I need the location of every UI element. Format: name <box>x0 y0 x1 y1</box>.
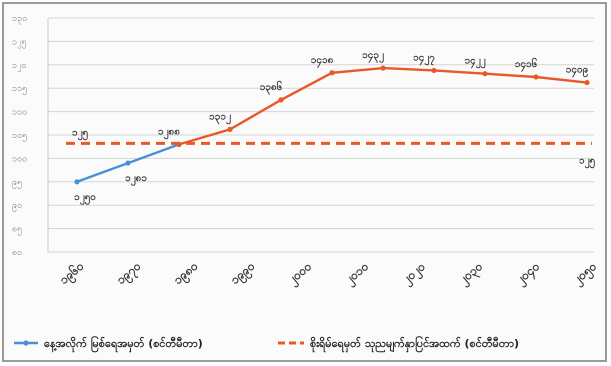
y-tick-label: ၈၀ <box>12 248 22 258</box>
x-tick-label: ၂၀၂၀ <box>398 259 430 290</box>
y-tick-label: ၁၁၅ <box>12 84 27 95</box>
x-tick-label: ၂၀၃၀ <box>455 259 488 290</box>
data-label: ၁၃၈၆ <box>260 80 283 96</box>
data-label: ၁၂၈၁ <box>125 173 147 187</box>
data-point <box>482 71 488 77</box>
data-point <box>380 65 386 71</box>
x-tick-label: ၂၀၁၀ <box>341 259 374 290</box>
x-tick-label: ၁၉၉၀ <box>228 259 260 290</box>
series-line-2 <box>178 66 588 146</box>
y-tick-label: ၁၁၀ <box>12 108 27 118</box>
data-point <box>329 70 335 76</box>
data-label: ၁၄၁၈ <box>311 55 334 69</box>
x-tick-label: ၂၀၄၀ <box>512 259 545 290</box>
reference-label-right: ၁၂၅ <box>579 155 595 169</box>
x-tick-label: ၂၀၅၀ <box>569 259 602 290</box>
x-tick-label: ၁၉၆၀ <box>55 257 89 290</box>
data-label: ၁၄၃၂ <box>362 50 384 64</box>
data-label: ၁၂၈၈ <box>158 126 180 140</box>
y-tick-label: ၈၅ <box>12 225 22 236</box>
data-label: ၁၄၂၂ <box>464 56 485 70</box>
y-tick-label: ၉၅ <box>12 178 22 189</box>
y-tick-label: ၁၂၅ <box>12 37 27 48</box>
legend-swatch-marker <box>23 340 29 346</box>
data-point <box>125 160 131 166</box>
x-tick-label: ၁၉၈၀ <box>171 259 204 290</box>
x-tick-label: ၂၀၀၀ <box>284 259 317 290</box>
data-point <box>176 141 182 147</box>
y-tick-label: ၁၃၀ <box>12 14 27 25</box>
reference-label-left: ၁၂၅ <box>72 127 88 141</box>
y-tick-label: ၁၂၀ <box>12 61 27 72</box>
y-tick-label: ၁၀၅ <box>12 131 27 142</box>
data-label: ၁၃၁၂ <box>209 111 231 125</box>
data-label: ၁၄၂၇ <box>413 52 435 66</box>
y-tick-label: ၉၀ <box>12 201 22 212</box>
chart-frame: ၁၃၀ ၁၂၅ ၁၂၀ ၁၁၅ ၁၁၀ ၁၀၅ ၁၀၀ ၉၅ ၉၀ ၈၅ ၈၀ ၁၉၆၀ ၁၉၇၀ ၁၉၈… <box>2 2 607 362</box>
data-label: ၁၂၅၀ <box>74 192 96 206</box>
y-tick-label: ၁၀၀ <box>12 154 27 164</box>
data-point <box>74 179 80 185</box>
data-point <box>584 79 590 86</box>
data-point <box>278 97 284 103</box>
data-point <box>227 126 233 132</box>
legend-label: စိုးရိမ်ရေမှတ် သုညမျက်နှာပြင်အထက် (စင်တီ… <box>310 335 519 353</box>
legend-label: နေ့အလိုက် မြစ်ရေအမှတ် (စင်တီမီတာ) <box>44 335 203 353</box>
data-label: ၁၄၁၆ <box>515 57 538 73</box>
x-tick-label: ၁၉၇၀ <box>114 259 146 290</box>
data-label: ၁၄၀၉ <box>566 65 589 79</box>
data-point <box>533 74 539 80</box>
data-point <box>431 67 437 74</box>
